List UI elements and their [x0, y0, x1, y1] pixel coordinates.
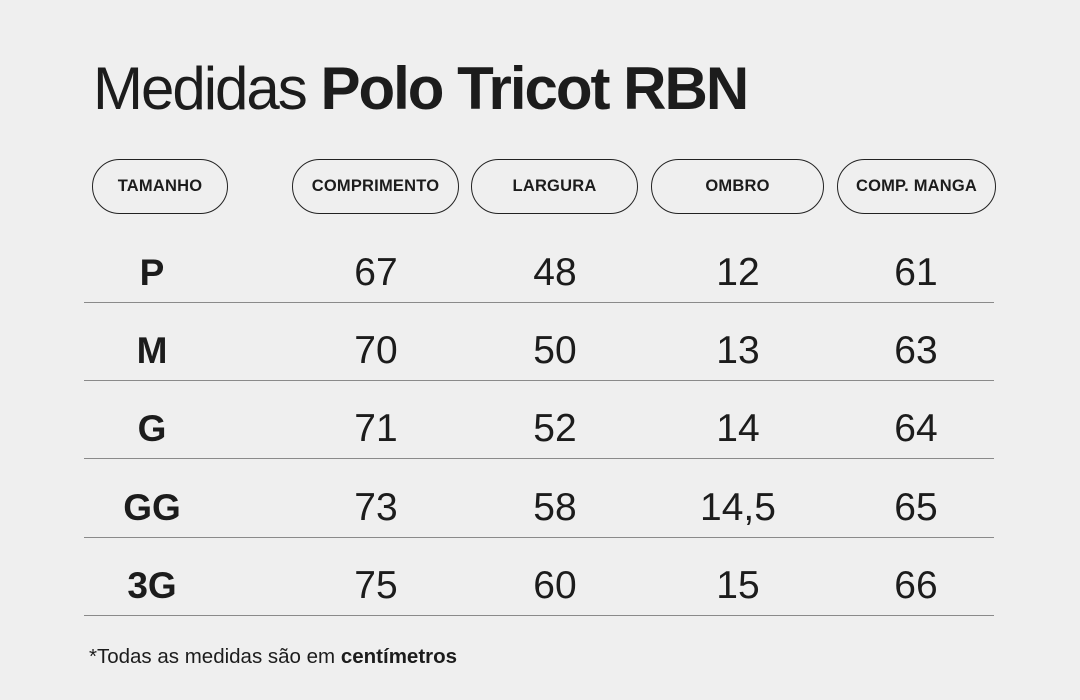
- comp-manga-cell: 64: [894, 407, 938, 450]
- comp-manga-cell: 61: [894, 251, 938, 294]
- page-title: Medidas Polo Tricot RBN: [93, 55, 749, 122]
- largura-cell: 48: [533, 251, 577, 294]
- table-row: GG 73 58 14,5 65: [0, 478, 1080, 556]
- footnote: *Todas as medidas são em centímetros: [89, 645, 457, 669]
- size-cell: P: [139, 252, 165, 293]
- header-largura: LARGURA: [471, 159, 638, 214]
- comp-manga-cell: 63: [894, 329, 938, 372]
- largura-cell: 58: [533, 486, 577, 529]
- table-row: 3G 75 60 15 66: [0, 556, 1080, 634]
- comprimento-cell: 71: [354, 407, 398, 450]
- size-cell: 3G: [127, 565, 177, 606]
- size-cell: M: [136, 330, 168, 371]
- row-divider: [84, 458, 994, 459]
- row-divider: [84, 302, 994, 303]
- title-light: Medidas: [93, 55, 308, 122]
- size-cell: GG: [123, 487, 181, 528]
- largura-cell: 60: [533, 564, 577, 607]
- comp-manga-cell: 65: [894, 486, 938, 529]
- table-row: M 70 50 13 63: [0, 321, 1080, 399]
- table-row: P 67 48 12 61: [0, 243, 1080, 321]
- footnote-unit: centímetros: [340, 645, 458, 668]
- comprimento-cell: 73: [354, 486, 398, 529]
- footnote-text: *Todas as medidas são em: [89, 645, 336, 668]
- comprimento-cell: 67: [354, 251, 398, 294]
- table-row: G 71 52 14 64: [0, 399, 1080, 477]
- ombro-cell: 13: [716, 329, 760, 372]
- row-divider: [84, 537, 994, 538]
- header-comprimento: COMPRIMENTO: [292, 159, 459, 214]
- title-bold: Polo Tricot RBN: [320, 55, 749, 122]
- ombro-cell: 15: [716, 564, 760, 607]
- header-tamanho: TAMANHO: [92, 159, 228, 214]
- comprimento-cell: 70: [354, 329, 398, 372]
- ombro-cell: 14: [716, 407, 760, 450]
- largura-cell: 52: [533, 407, 577, 450]
- comp-manga-cell: 66: [894, 564, 938, 607]
- largura-cell: 50: [533, 329, 577, 372]
- comprimento-cell: 75: [354, 564, 398, 607]
- row-divider: [84, 615, 994, 616]
- ombro-cell: 12: [716, 251, 760, 294]
- ombro-cell: 14,5: [700, 486, 776, 529]
- size-cell: G: [137, 408, 167, 449]
- header-comp-manga: COMP. MANGA: [837, 159, 996, 214]
- header-ombro: OMBRO: [651, 159, 824, 214]
- row-divider: [84, 380, 994, 381]
